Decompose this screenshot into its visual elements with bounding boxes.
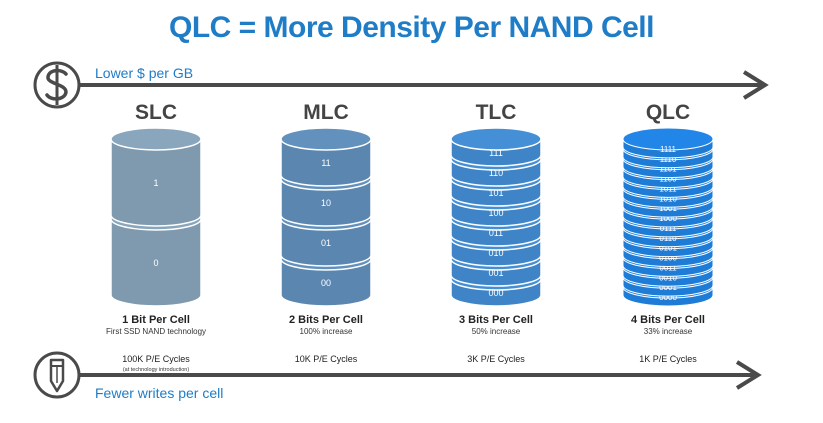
cell-value: 0110 xyxy=(659,234,677,243)
cell-value: 010 xyxy=(488,248,503,258)
tlc-note: 50% increase xyxy=(471,327,521,336)
cell-value: 0001 xyxy=(659,283,677,292)
cell-disk: 1 xyxy=(110,127,202,227)
cell-value: 0011 xyxy=(659,263,677,272)
qlc-note: 33% increase xyxy=(643,327,693,336)
cell-value: 1110 xyxy=(660,155,677,164)
cell-value: 1 xyxy=(153,178,158,188)
pencil-icon xyxy=(33,351,81,399)
bottom-arrow-label: Fewer writes per cell xyxy=(95,385,224,401)
cell-value: 0000 xyxy=(659,293,677,302)
cell-value: 110 xyxy=(489,168,503,178)
cell-value: 1101 xyxy=(659,165,677,174)
tlc-cycles: 3K P/E Cycles xyxy=(467,354,525,364)
cell-disk: 11 xyxy=(280,127,372,187)
tlc-stack: 000 001 010 011 100 101 110 111 xyxy=(450,127,542,307)
cell-value: 011 xyxy=(489,228,503,238)
cell-value: 00 xyxy=(321,278,331,288)
cell-value: 0010 xyxy=(659,273,677,282)
dollar-icon xyxy=(33,61,81,109)
cell-value: 1100 xyxy=(659,175,677,184)
qlc-heading: QLC xyxy=(645,101,691,124)
cell-disk: 111 xyxy=(450,127,542,167)
qlc-stack: 0000000100100011010001010110011110001001… xyxy=(622,127,714,307)
top-arrow xyxy=(80,70,769,100)
slc-cycles-note: (at technology introduction) xyxy=(122,367,190,373)
cell-value: 11 xyxy=(321,158,330,168)
cell-value: 0100 xyxy=(659,254,677,263)
top-arrow-label: Lower $ per GB xyxy=(95,65,194,81)
cell-value: 101 xyxy=(488,188,503,198)
mlc-cycles: 10K P/E Cycles xyxy=(294,354,358,364)
mlc-note: 100% increase xyxy=(299,327,353,336)
cell-value: 1000 xyxy=(659,214,677,223)
cell-value: 01 xyxy=(321,238,331,248)
cell-value: 1011 xyxy=(659,184,677,193)
slc-note: First SSD NAND technology xyxy=(105,327,207,336)
slc-stack: 01 xyxy=(110,127,202,307)
mlc-stack: 00 01 10 11 xyxy=(280,127,372,307)
bottom-arrow xyxy=(80,360,762,390)
cell-stacks: 0100011011000001010011100101110111000000… xyxy=(110,127,714,307)
cell-value: 0101 xyxy=(659,244,677,253)
qlc-bits-label: 4 Bits Per Cell xyxy=(631,314,705,326)
cell-disk: 1111 xyxy=(622,127,714,159)
cell-value: 1010 xyxy=(659,194,677,203)
cell-value: 10 xyxy=(321,198,331,208)
qlc-cycles: 1K P/E Cycles xyxy=(639,354,697,364)
tlc-heading: TLC xyxy=(475,101,517,124)
cell-value: 0111 xyxy=(660,224,677,233)
mlc-heading: MLC xyxy=(303,101,349,124)
cell-value: 1001 xyxy=(659,204,677,213)
cell-value: 000 xyxy=(488,288,503,298)
cell-value: 001 xyxy=(488,268,503,278)
slc-bits-label: 1 Bit Per Cell xyxy=(122,314,190,326)
mlc-bits-label: 2 Bits Per Cell xyxy=(289,314,363,326)
page-title: QLC = More Density Per NAND Cell xyxy=(169,11,654,44)
slc-heading: SLC xyxy=(135,101,177,124)
slc-cycles: 100K P/E Cycles xyxy=(122,354,190,364)
cell-value: 0 xyxy=(153,258,158,268)
tlc-bits-label: 3 Bits Per Cell xyxy=(459,314,533,326)
cell-value: 1111 xyxy=(660,145,677,154)
cell-value: 111 xyxy=(489,148,503,158)
cell-value: 100 xyxy=(488,208,503,218)
